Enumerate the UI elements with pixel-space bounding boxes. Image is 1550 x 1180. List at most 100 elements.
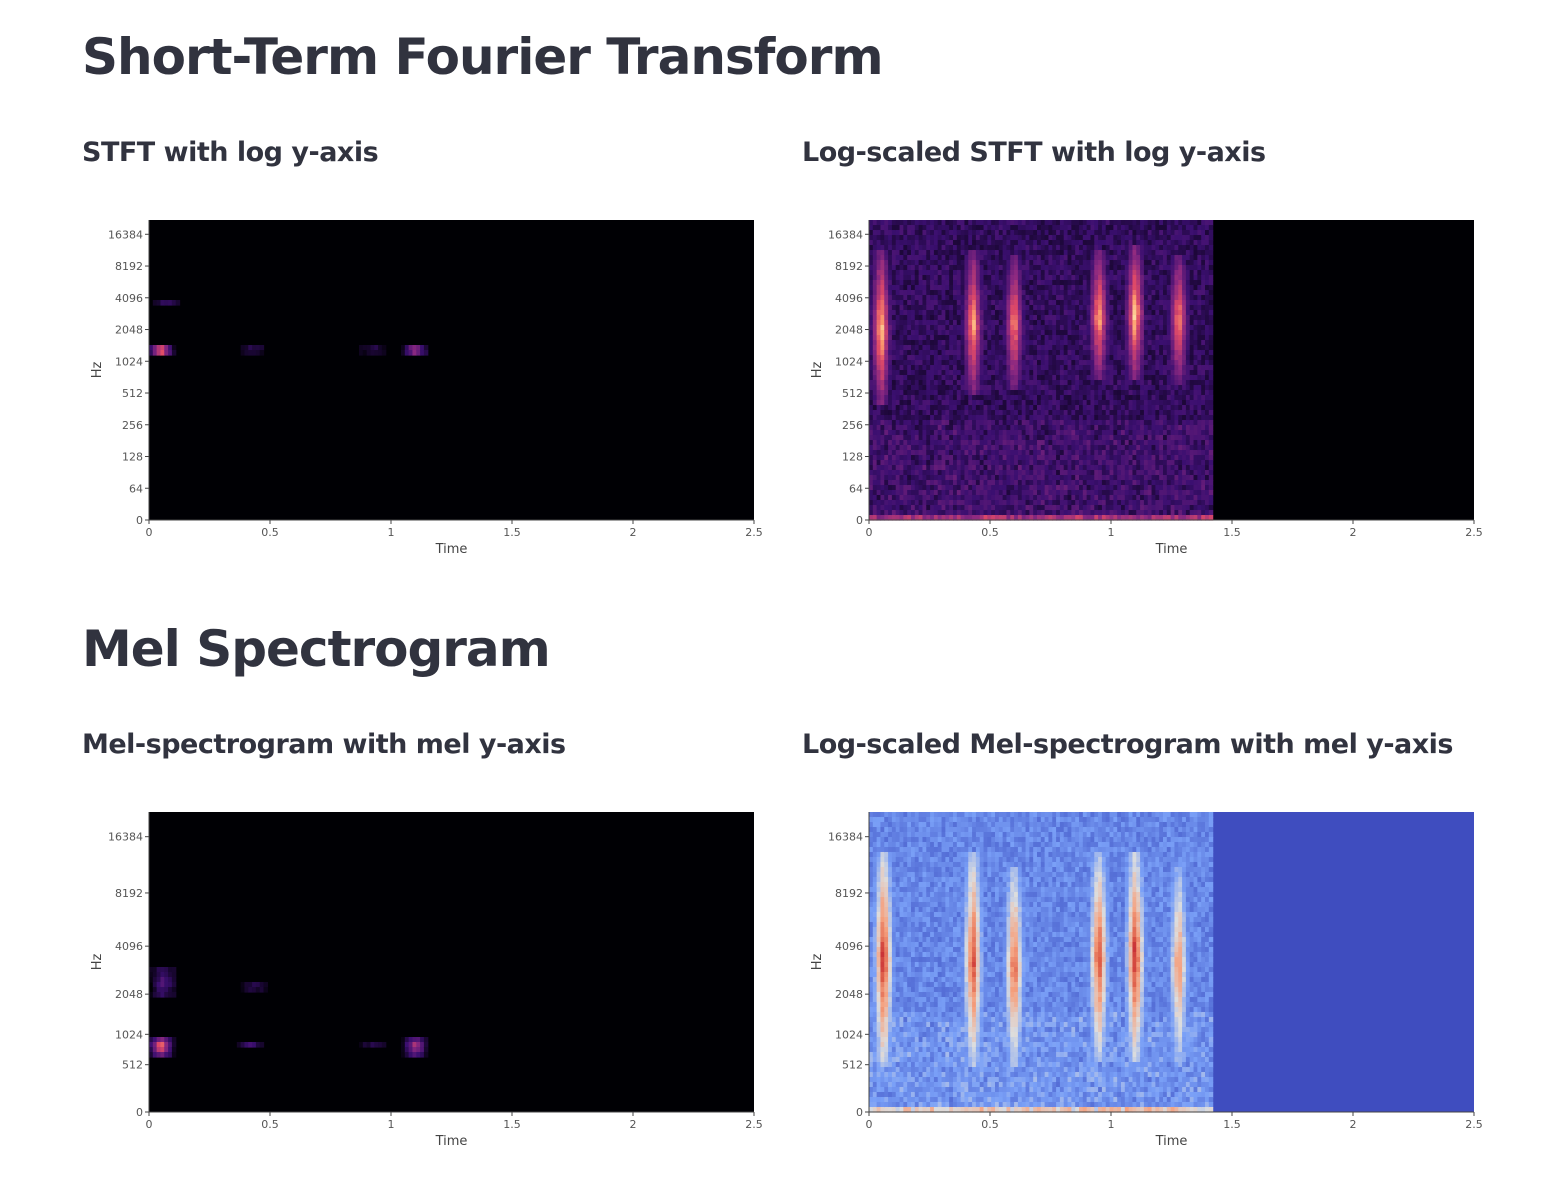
heatmap-cell [975, 390, 981, 396]
heatmap-cell [1090, 285, 1095, 291]
heatmap-cell [1105, 255, 1111, 261]
heatmap-cell [1025, 395, 1030, 401]
heatmap-cell [899, 355, 904, 361]
heatmap-cell [945, 450, 950, 456]
heatmap-cell [1014, 225, 1019, 231]
heatmap-cell [983, 480, 988, 486]
heatmap-cell [1063, 500, 1069, 506]
heatmap-cell [895, 310, 901, 316]
heatmap-cell [1021, 290, 1027, 296]
heatmap-cell [891, 485, 897, 491]
heatmap-cell [945, 490, 950, 496]
heatmap-cell [899, 405, 904, 411]
heatmap-cell [1163, 375, 1168, 381]
heatmap-cell [1075, 420, 1080, 426]
heatmap-cell [1098, 430, 1103, 436]
heatmap-cell [1086, 355, 1092, 361]
heatmap-cell [956, 340, 962, 346]
heatmap-cell [998, 395, 1004, 401]
heatmap-cell [949, 480, 954, 486]
heatmap-cell [1063, 370, 1069, 376]
heatmap-cell [1052, 250, 1057, 256]
heatmap-cell [995, 370, 1000, 376]
heatmap-cell [1056, 315, 1061, 321]
heatmap-cell [983, 360, 988, 366]
heatmap-cell [869, 345, 874, 351]
heatmap-cell [953, 425, 958, 431]
heatmap-cell [1140, 485, 1145, 491]
heatmap-cell [1109, 375, 1114, 381]
heatmap-cell [903, 240, 908, 246]
heatmap-cell [1174, 375, 1179, 381]
heatmap-cell [1037, 275, 1042, 281]
heatmap-cell [1052, 400, 1057, 406]
heatmap-cell [983, 220, 988, 226]
heatmap-cell [1170, 270, 1176, 276]
heatmap-cell [975, 320, 981, 326]
heatmap-cell [1052, 465, 1057, 471]
heatmap-cell [1067, 465, 1072, 471]
heatmap-cell [968, 420, 973, 426]
heatmap-cell [1090, 415, 1095, 421]
heatmap-cell [1090, 230, 1095, 236]
heatmap-cell [1109, 460, 1114, 466]
heatmap-cell [1033, 430, 1038, 436]
heatmap-cell [995, 305, 1000, 311]
heatmap-cell [1094, 405, 1099, 411]
heatmap-cell [1132, 335, 1137, 341]
heatmap-cell [1101, 440, 1107, 446]
heatmap-cell [945, 260, 950, 266]
heatmap-cell [914, 300, 920, 306]
heatmap-cell [972, 395, 977, 401]
heatmap-cell [995, 485, 1000, 491]
heatmap-cell [164, 300, 169, 306]
heatmap-cell [362, 345, 368, 351]
heatmap-cell [1021, 480, 1027, 486]
heatmap-cell [1010, 280, 1015, 286]
heatmap-cell [869, 515, 874, 521]
heatmap-cell [995, 240, 1000, 246]
heatmap-cell [941, 365, 946, 371]
heatmap-cell [1067, 275, 1072, 281]
heatmap-cell [1086, 300, 1092, 306]
heatmap-cell [1163, 230, 1168, 236]
heatmap-cell [1101, 370, 1107, 376]
heatmap-cell [953, 290, 958, 296]
heatmap-cell [1121, 365, 1126, 371]
heatmap-cell [914, 275, 920, 281]
heatmap-cell [1040, 265, 1046, 271]
heatmap-cell [983, 310, 988, 316]
heatmap-cell [872, 450, 878, 456]
heatmap-cell [876, 365, 882, 371]
heatmap-cell [983, 460, 988, 466]
heatmap-cell [1067, 335, 1072, 341]
heatmap-cell [960, 515, 966, 521]
heatmap-cell [903, 395, 908, 401]
heatmap-cell [987, 275, 992, 281]
heatmap-cell [1033, 300, 1038, 306]
heatmap-cell [930, 405, 935, 411]
heatmap-cell [1094, 415, 1099, 421]
heatmap-cell [895, 465, 901, 471]
heatmap-cell [968, 390, 973, 396]
heatmap-cell [945, 235, 950, 241]
heatmap-cell [1159, 355, 1164, 361]
heatmap-cell [895, 510, 901, 516]
heatmap-cell [1166, 235, 1172, 241]
heatmap-cell [1025, 240, 1030, 246]
heatmap-cell [1002, 260, 1008, 266]
heatmap-cell [1086, 375, 1092, 381]
heatmap-cell [1071, 425, 1076, 431]
heatmap-cell [880, 290, 885, 296]
heatmap-cell [1025, 390, 1030, 396]
heatmap-cell [1052, 295, 1057, 301]
heatmap-cell [1121, 465, 1126, 471]
heatmap-cell [907, 220, 912, 226]
heatmap-cell [1029, 470, 1034, 476]
heatmap-cell [1166, 305, 1172, 311]
heatmap-cell [1098, 360, 1103, 366]
heatmap-cell [995, 330, 1000, 336]
heatmap-cell [1147, 340, 1153, 346]
heatmap-cell [960, 305, 966, 311]
heatmap-cell [1098, 220, 1103, 226]
